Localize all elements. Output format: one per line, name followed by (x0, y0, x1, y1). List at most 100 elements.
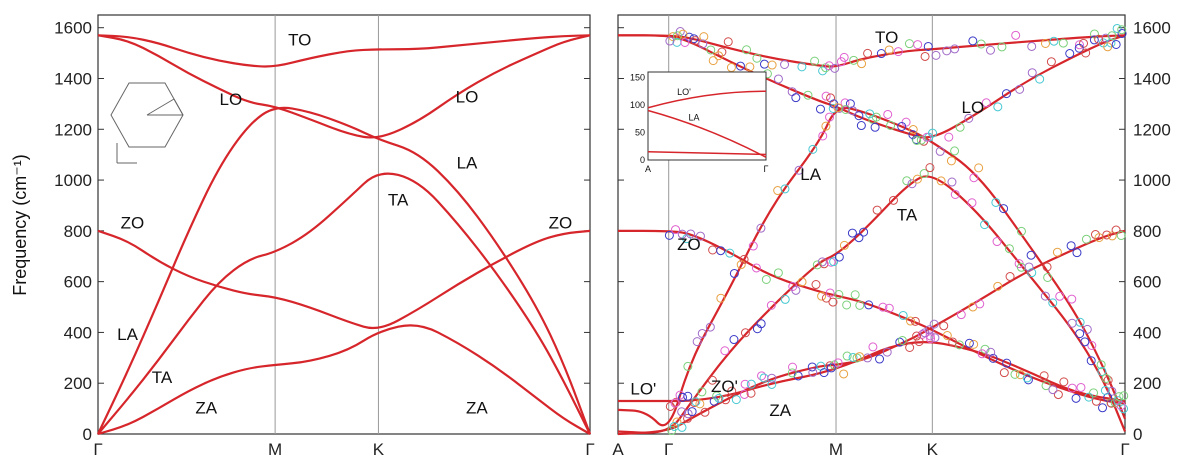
y-tick-label: 1400 (54, 69, 92, 88)
experimental-data-point (885, 46, 893, 54)
experimental-data-point (684, 392, 692, 400)
experimental-data-point (835, 253, 843, 261)
x-tick-label: Γ (93, 440, 102, 459)
y-tick-label: 600 (64, 273, 92, 292)
inset-x-tick-label: Γ (764, 164, 769, 174)
experimental-data-point (1059, 39, 1067, 47)
experimental-data-point (1053, 248, 1061, 256)
y-tick-label: 1400 (1133, 69, 1171, 88)
experimental-data-point (993, 238, 1001, 246)
experimental-data-point (1050, 37, 1058, 45)
experimental-data-point (724, 38, 732, 46)
experimental-data-point (945, 133, 953, 141)
inset-y-tick-label: 100 (630, 100, 645, 110)
dispersion-branch (618, 231, 1125, 404)
experimental-data-point (951, 147, 959, 155)
y-tick-label: 1200 (54, 120, 92, 139)
branch-label: ZA (195, 399, 217, 418)
y-tick-label: 1000 (1133, 171, 1171, 190)
experimental-data-point (986, 46, 994, 54)
experimental-data-point (758, 372, 766, 380)
experimental-data-point (1076, 330, 1084, 338)
inset-panel: 050100150A ΓLO'LA (630, 72, 769, 174)
branch-label: ZO' (711, 377, 738, 396)
branch-label: ZA (769, 401, 791, 420)
dispersion-branch (98, 35, 590, 137)
experimental-data-point (884, 110, 892, 118)
experimental-data-point (994, 103, 1002, 111)
experimental-data-point (947, 157, 955, 165)
experimental-data-point (948, 178, 956, 186)
experimental-data-point (951, 45, 959, 53)
branch-label: TA (152, 368, 173, 387)
dispersion-branch (98, 174, 590, 434)
experimental-data-point (876, 355, 884, 363)
experimental-data-point (871, 123, 879, 131)
branch-label: ZA (466, 399, 488, 418)
brillouin-zone-sketch (111, 83, 183, 163)
m-k-line (174, 99, 183, 115)
x-tick-label: K (373, 440, 385, 459)
experimental-data-point (1054, 391, 1062, 399)
experimental-data-point (816, 105, 824, 113)
experimental-data-point (818, 292, 826, 300)
experimental-data-point (812, 281, 820, 289)
branch-label: ZO (549, 213, 573, 232)
experimental-data-point (1028, 42, 1036, 50)
x-tick-label: M (829, 440, 843, 459)
x-tick-label: M (268, 440, 282, 459)
experimental-data-point (940, 322, 948, 330)
experimental-data-point (1006, 273, 1014, 281)
y-tick-label: 400 (1133, 323, 1161, 342)
experimental-data-point (732, 396, 740, 404)
experimental-data-point (792, 94, 800, 102)
experimental-data-point (975, 164, 983, 172)
dispersion-branch (618, 231, 1125, 434)
gamma-m-line (147, 99, 174, 115)
branch-label: LO (219, 90, 242, 109)
experimental-data-point (932, 51, 940, 59)
y-tick-label: 200 (1133, 374, 1161, 393)
experimental-data-point (1073, 249, 1081, 257)
branch-label: LO (962, 98, 985, 117)
experimental-data-point (1081, 338, 1089, 346)
experimental-data-point (1000, 369, 1008, 377)
y-tick-label: 600 (1133, 273, 1161, 292)
experimental-data-point (1027, 251, 1035, 259)
experimental-data-point (843, 301, 851, 309)
experimental-data-point (1012, 31, 1020, 39)
y-tick-label: 400 (64, 323, 92, 342)
experimental-data-point (1066, 50, 1074, 58)
branch-label: LO' (630, 380, 656, 399)
experimental-data-point (902, 118, 910, 126)
x-tick-label: A (612, 440, 624, 459)
experimental-data-point (843, 352, 851, 360)
experimental-data-point (1112, 40, 1120, 48)
y-tick-label: 0 (83, 425, 92, 444)
dispersion-branch (618, 35, 1125, 66)
x-tick-label: Γ (585, 440, 594, 459)
inset-x-tick-label: A (645, 164, 651, 174)
experimental-data-point (1120, 392, 1128, 400)
experimental-data-point (721, 347, 729, 355)
experimental-data-point (1049, 386, 1057, 394)
y-tick-label: 800 (1133, 222, 1161, 241)
y-tick-label: 1600 (54, 19, 92, 38)
experimental-data-point (1077, 383, 1085, 391)
y-tick-label: 1600 (1133, 19, 1171, 38)
experimental-data-point (774, 269, 782, 277)
experimental-data-point (921, 52, 929, 60)
inset-y-tick-label: 50 (635, 128, 645, 138)
x-tick-label: Γ (664, 440, 673, 459)
experimental-data-point (873, 206, 881, 214)
experimental-data-point (760, 60, 768, 68)
x-tick-label: K (927, 440, 939, 459)
inset-branch-label: LA (688, 112, 699, 122)
inset-y-tick-label: 150 (630, 73, 645, 83)
experimental-data-point (905, 40, 913, 48)
branch-label: TO (288, 30, 311, 49)
experimental-data-point (851, 291, 859, 299)
experimental-data-point (968, 199, 976, 207)
